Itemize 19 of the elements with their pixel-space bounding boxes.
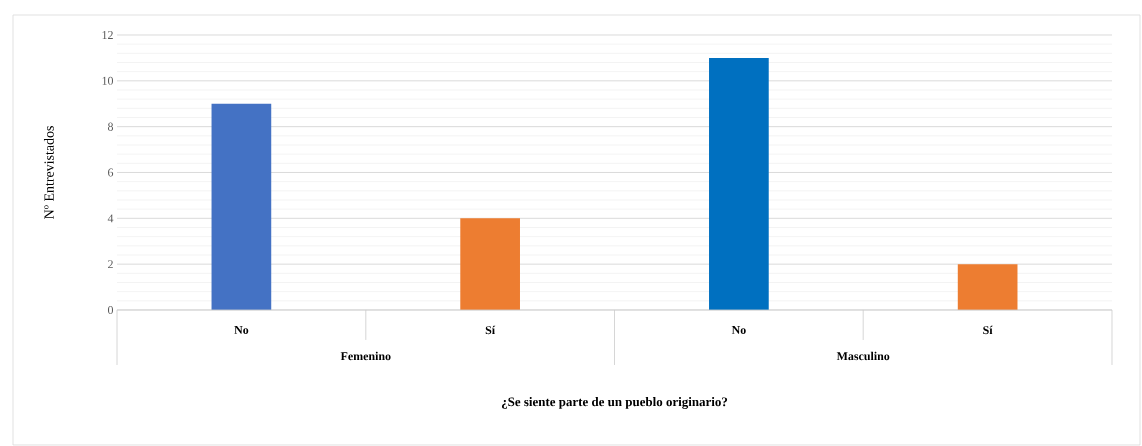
text: Femenino — [340, 351, 391, 361]
x-tick-label: No — [731, 326, 746, 334]
y-tick-label: 0 — [107, 305, 114, 315]
bar — [709, 57, 769, 310]
y-tick-label: 12 — [102, 31, 113, 39]
x-tick-label: Sí — [983, 325, 993, 335]
bar — [957, 264, 1018, 310]
y-tick-label: 4 — [107, 214, 114, 223]
x-tick-label: Sí — [485, 325, 496, 335]
bar — [460, 218, 520, 310]
y-tick-label: 10 — [102, 76, 114, 85]
y-tick-label: 6 — [108, 168, 114, 177]
x-axis-title: ¿Se siente parte de un pueblo originario? — [501, 397, 728, 409]
y-axis-title: Nº Entrevistados — [43, 126, 54, 219]
y-tick-label: 8 — [107, 122, 114, 131]
y-tick-label: 2 — [108, 260, 113, 269]
bar — [211, 103, 272, 310]
x-tick-label: No — [234, 326, 249, 334]
text: Masculino — [836, 351, 890, 361]
